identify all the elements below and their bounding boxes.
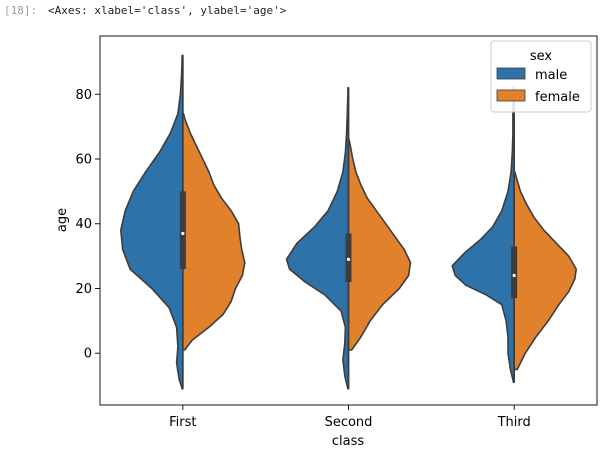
legend-swatch-male [496, 67, 526, 80]
y-tick-label: 40 [75, 217, 92, 232]
x-tick-label-second: Second [325, 415, 373, 430]
violin-female-first [182, 112, 246, 351]
violin-male-third [451, 87, 515, 384]
x-axis-label: class [332, 434, 364, 449]
x-tick-label-first: First [169, 415, 196, 430]
cell-prompt: [18]: [4, 4, 38, 17]
violin-female-second [347, 138, 412, 351]
quartile-box-first [179, 191, 186, 270]
y-tick-label: 60 [75, 153, 92, 168]
median-point-first [181, 231, 185, 236]
inner-boxes-layer [179, 55, 518, 389]
quartile-box-third [511, 246, 518, 299]
notebook-cell-output: [18]: <Axes: xlabel='class', ylabel='age… [0, 0, 604, 24]
violin-male-second [285, 87, 350, 390]
y-tick-label: 0 [84, 347, 92, 362]
legend-swatch-female [496, 89, 526, 102]
y-axis-label: age [55, 208, 70, 232]
legend-label-female: female [535, 90, 580, 105]
y-tick-label: 80 [75, 88, 92, 103]
cell-output-text: <Axes: xlabel='class', ylabel='age'> [48, 4, 287, 17]
x-axis-ticks: First Second Third [169, 405, 531, 430]
y-tick-label: 20 [75, 282, 92, 297]
legend-label-male: male [535, 68, 567, 83]
violin-female-third [513, 171, 577, 371]
legend-title: sex [530, 49, 553, 64]
quartile-box-second [345, 233, 352, 282]
violins-layer [120, 54, 577, 390]
legend: sex male female [490, 40, 592, 113]
x-tick-label-third: Third [497, 415, 531, 430]
violin-male-first [120, 54, 184, 390]
median-point-third [512, 273, 516, 278]
median-point-second [346, 257, 351, 261]
y-axis-ticks: 0 20 40 60 80 [75, 88, 100, 362]
